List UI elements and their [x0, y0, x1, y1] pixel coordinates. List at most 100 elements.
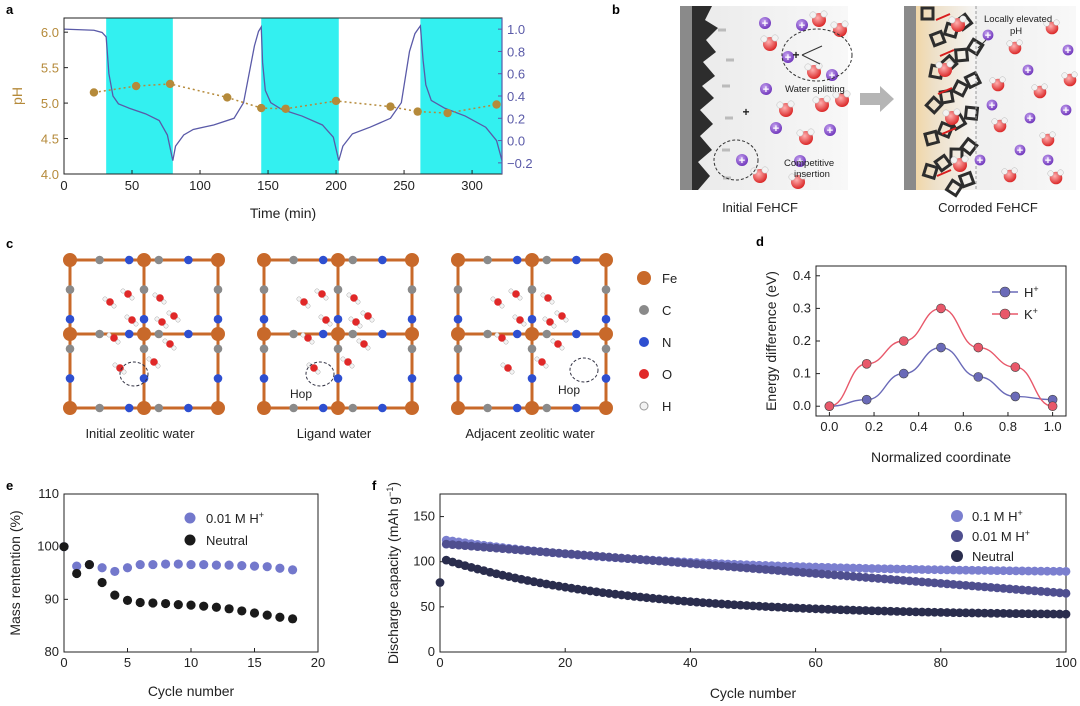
- data-point-2: [829, 605, 839, 614]
- nitrogen-atom: [184, 403, 193, 413]
- data-point-2: [742, 601, 752, 610]
- shaded-interval: [106, 18, 173, 174]
- series-point-1: [1047, 401, 1058, 412]
- data-point-1: [704, 560, 714, 570]
- legend-label-n: N: [662, 335, 671, 350]
- nitrogen-atom: [407, 374, 417, 383]
- proton: [794, 155, 806, 167]
- data-point-1: [911, 576, 921, 586]
- red-arrow: [936, 169, 952, 177]
- iron-atom: [405, 401, 419, 415]
- data-point-2: [967, 608, 977, 618]
- y-tick-label-right: 0.0: [507, 134, 525, 149]
- data-point-0: [855, 563, 864, 573]
- data-point-0: [249, 561, 260, 571]
- carbon-atom: [154, 329, 164, 339]
- hydrogen-atom: [1043, 20, 1050, 27]
- proton-sign: +: [797, 156, 803, 168]
- y-tick-label: 0.0: [793, 398, 811, 413]
- hydrogen-atom: [356, 338, 362, 344]
- data-point-0: [1024, 566, 1033, 576]
- data-point-0: [1005, 566, 1015, 576]
- y-tick-label: 100: [37, 539, 59, 554]
- data-point-0: [967, 565, 977, 575]
- legend-sup: +: [259, 510, 264, 520]
- carbon-atom: [483, 255, 492, 265]
- proton-sign: +: [829, 70, 835, 82]
- data-point-1: [698, 560, 708, 569]
- hydrogen-atom: [550, 338, 556, 344]
- data-point-1: [642, 555, 651, 565]
- data-point-1: [110, 590, 120, 600]
- data-point-1: [861, 573, 871, 582]
- data-point-0: [942, 565, 952, 575]
- oxygen-atom: [546, 318, 554, 326]
- x-tick-label: 15: [247, 655, 261, 670]
- data-point-2: [911, 607, 921, 617]
- data-point-2: [1061, 609, 1071, 619]
- hydrogen-atom: [314, 288, 320, 294]
- data-point-0: [923, 565, 933, 574]
- hydrogen-atom: [521, 321, 527, 327]
- data-point-1: [880, 574, 889, 584]
- data-point-0: [823, 563, 833, 572]
- ph-point: [386, 102, 395, 111]
- nitrogen-atom: [572, 329, 581, 339]
- data-point-2: [792, 603, 802, 613]
- iron-atom: [211, 253, 225, 267]
- iron-atom: [451, 401, 465, 415]
- oxygen-atom: [516, 316, 524, 324]
- hydrogen-atom: [1011, 167, 1018, 174]
- data-point-1: [711, 561, 720, 570]
- proton-sign: +: [985, 30, 991, 42]
- data-point-0: [842, 563, 852, 573]
- legend-label-1: K+: [1024, 306, 1038, 322]
- caption-ligand-water: Ligand water: [297, 426, 372, 441]
- data-point-1: [585, 551, 595, 560]
- data-point-2: [986, 608, 996, 618]
- iron-atom: [525, 327, 539, 341]
- hydrogen-atom: [760, 35, 768, 43]
- data-point-1: [660, 557, 670, 566]
- oxygen-atom: [512, 290, 520, 298]
- data-point-2: [811, 604, 820, 614]
- hydrogen-atom: [961, 155, 969, 163]
- y-tick-label: 90: [45, 591, 59, 606]
- data-point-1: [967, 581, 977, 591]
- data-point-1: [942, 579, 952, 589]
- hydrogen-atom: [1001, 168, 1008, 175]
- data-point-1: [288, 614, 298, 624]
- legend-marker-2: [951, 550, 963, 562]
- data-point-1: [804, 568, 814, 578]
- legend-swatch-fe: [637, 271, 651, 285]
- legend-swatch-h: [639, 401, 649, 411]
- data-point-1: [667, 557, 677, 567]
- x-tick-label: 20: [558, 655, 572, 670]
- legend-marker-1: [999, 308, 1011, 320]
- nitrogen-atom: [139, 314, 149, 324]
- legend-name: Neutral: [972, 549, 1014, 564]
- data-point-1: [786, 567, 795, 576]
- data-point-0: [930, 565, 939, 575]
- hydrogen-atom: [357, 323, 363, 329]
- oxygen-atom: [310, 364, 318, 372]
- hydrogen-atom: [115, 339, 121, 345]
- oxygen-atom: [124, 290, 132, 298]
- data-point-1: [992, 583, 1002, 593]
- ph-point: [223, 93, 232, 102]
- data-point-1: [905, 576, 914, 586]
- x-tick-label: 0.2: [865, 419, 883, 434]
- legend-swatch-c: [639, 305, 649, 315]
- hydrogen-atom: [551, 323, 557, 329]
- x-axis-label: Time (min): [250, 205, 316, 221]
- proton: [1042, 154, 1054, 166]
- crystal-frame: [63, 253, 225, 415]
- nitrogen-atom: [213, 374, 223, 383]
- data-point-0: [911, 564, 921, 574]
- hydrogen-atom: [823, 95, 831, 103]
- nitrogen-atom: [184, 255, 193, 265]
- hydrogen-atom: [323, 295, 329, 301]
- y-tick-label-right: 0.6: [507, 67, 525, 82]
- proton-sign: +: [989, 100, 995, 112]
- data-point-2: [798, 603, 808, 613]
